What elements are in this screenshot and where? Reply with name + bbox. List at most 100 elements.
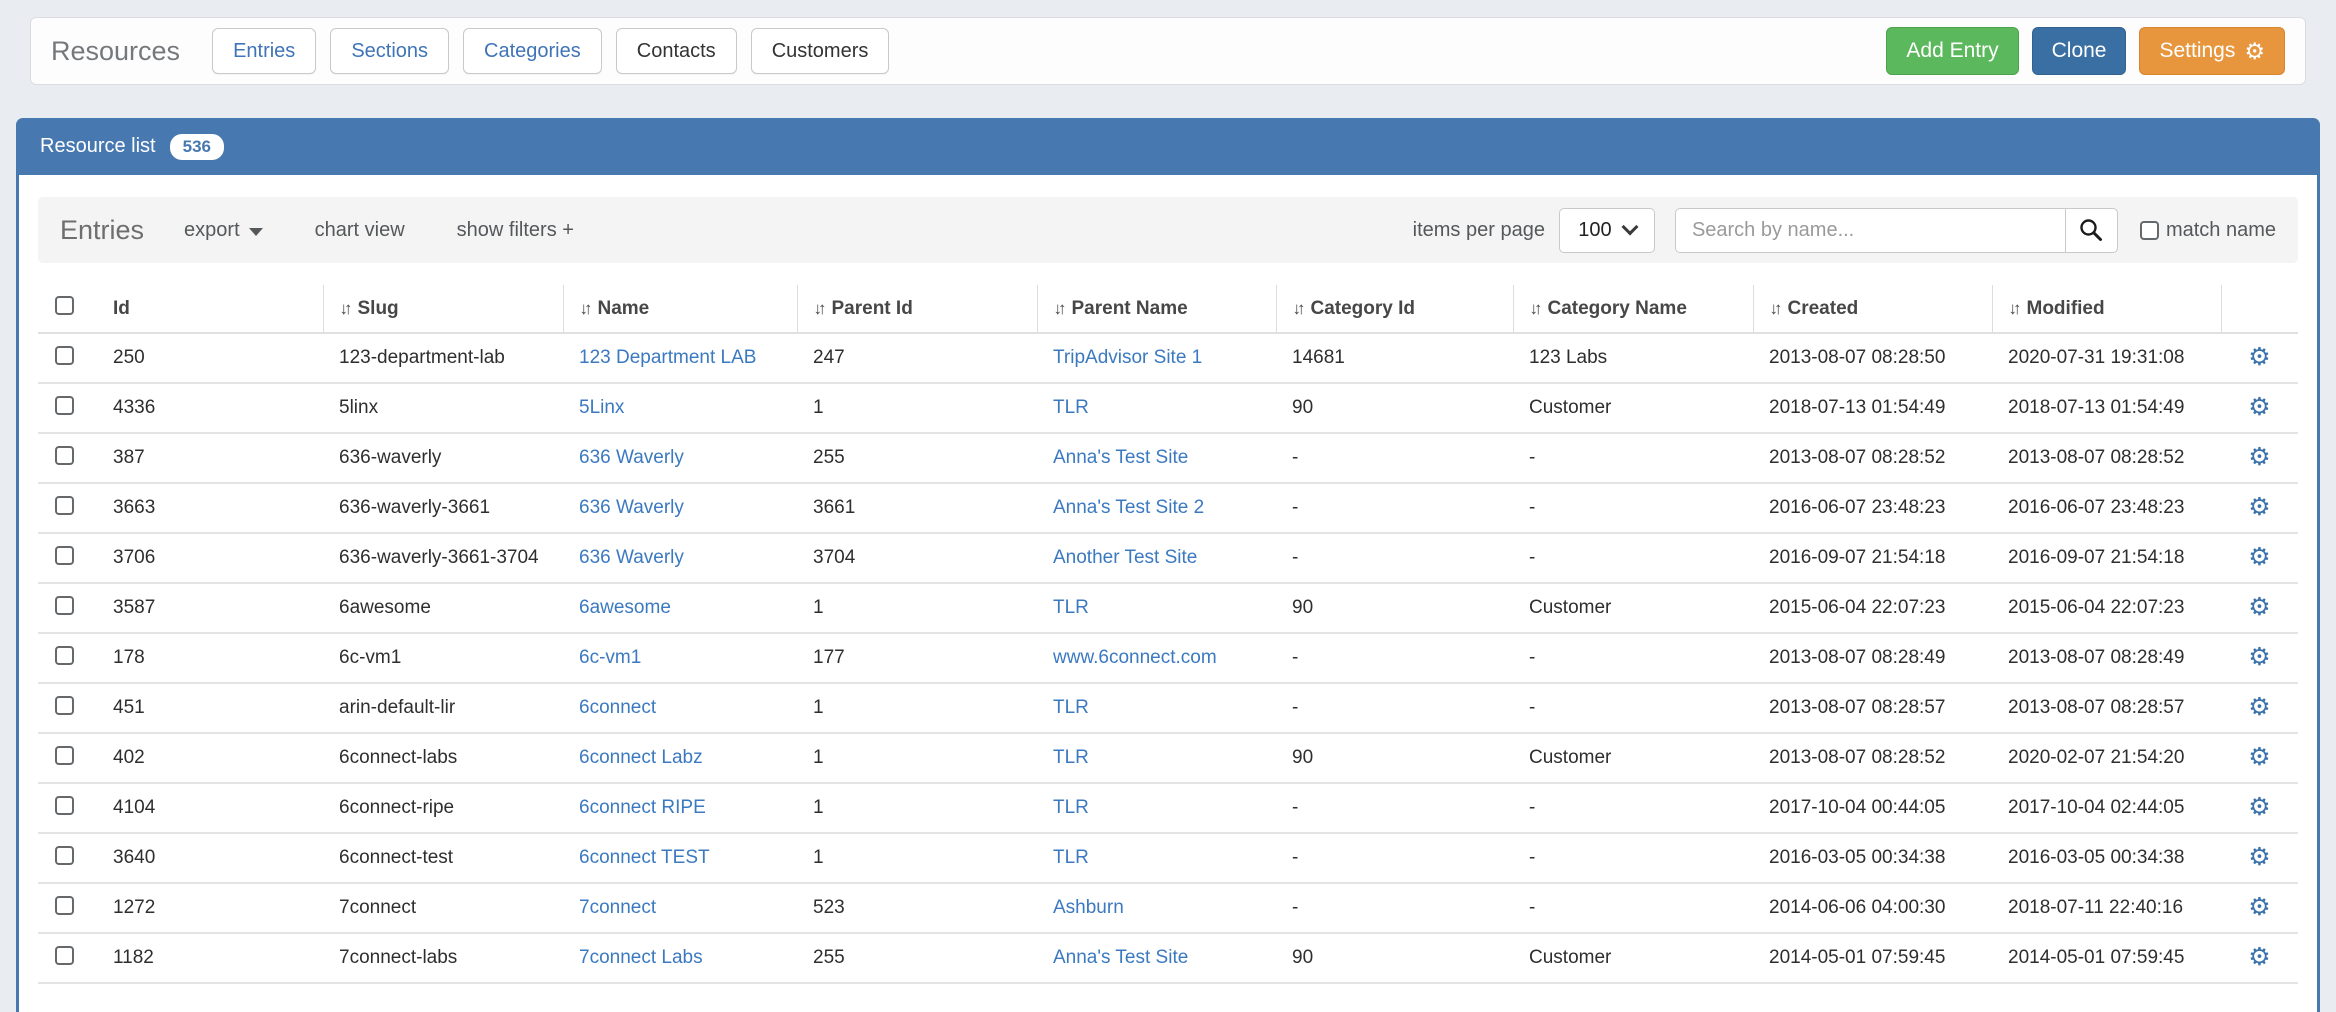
row-gear-icon[interactable]: ⚙ bbox=[2248, 593, 2271, 621]
cell-created: 2013-08-07 08:28:50 bbox=[1753, 333, 1992, 384]
cell-category-name: - bbox=[1513, 883, 1753, 934]
column-header-slug[interactable]: ↓↑ Slug bbox=[322, 285, 563, 334]
search-icon bbox=[2080, 219, 2103, 241]
resource-list-panel: Resource list 536 Entries export chart v… bbox=[16, 118, 2320, 1012]
row-gear-icon[interactable]: ⚙ bbox=[2248, 343, 2271, 371]
items-per-page-select[interactable]: 100 bbox=[1558, 207, 1655, 253]
search-button[interactable] bbox=[2064, 207, 2118, 253]
parent-name-link[interactable]: TLR bbox=[1053, 747, 1089, 768]
row-checkbox[interactable] bbox=[55, 645, 74, 665]
row-checkbox[interactable] bbox=[55, 945, 74, 965]
column-header-parent-id[interactable]: ↓↑ Parent Id bbox=[796, 285, 1037, 334]
row-gear-icon[interactable]: ⚙ bbox=[2248, 743, 2271, 771]
gear-icon: ⚙ bbox=[2244, 37, 2265, 64]
row-gear-icon[interactable]: ⚙ bbox=[2248, 843, 2271, 871]
tab-sections[interactable]: Sections bbox=[330, 28, 450, 74]
cell-modified: 2020-07-31 19:31:08 bbox=[1992, 333, 2221, 384]
column-header-parent-name[interactable]: ↓↑ Parent Name bbox=[1036, 285, 1276, 334]
tab-entries[interactable]: Entries bbox=[212, 28, 317, 74]
tab-customers[interactable]: Customers bbox=[750, 28, 890, 74]
row-gear-icon[interactable]: ⚙ bbox=[2248, 793, 2271, 821]
export-menu[interactable]: export bbox=[184, 219, 263, 242]
name-link[interactable]: 6c-vm1 bbox=[579, 647, 642, 668]
cell-category-name: - bbox=[1513, 833, 1753, 884]
settings-button[interactable]: Settings ⚙ bbox=[2139, 27, 2285, 75]
show-filters-link[interactable]: show filters + bbox=[456, 218, 574, 241]
select-all-checkbox[interactable] bbox=[55, 296, 74, 315]
parent-name-link[interactable]: TLR bbox=[1053, 597, 1089, 618]
parent-name-link[interactable]: Anna's Test Site bbox=[1053, 447, 1189, 468]
name-link[interactable]: 6connect TEST bbox=[579, 847, 710, 868]
chart-view-link[interactable]: chart view bbox=[314, 218, 405, 241]
sort-icon: ↓↑ bbox=[2008, 298, 2022, 318]
row-checkbox[interactable] bbox=[55, 595, 74, 615]
row-gear-icon[interactable]: ⚙ bbox=[2248, 393, 2271, 421]
row-gear-icon[interactable]: ⚙ bbox=[2248, 943, 2271, 971]
parent-name-link[interactable]: TLR bbox=[1053, 847, 1089, 868]
name-link[interactable]: 7connect bbox=[579, 897, 657, 918]
parent-name-link[interactable]: Anna's Test Site bbox=[1053, 947, 1189, 968]
match-name-checkbox[interactable] bbox=[2139, 220, 2159, 240]
cell-created: 2017-10-04 00:44:05 bbox=[1753, 783, 1992, 834]
clone-button[interactable]: Clone bbox=[2031, 27, 2127, 75]
cell-parent-id: 1 bbox=[797, 383, 1037, 434]
row-gear-icon[interactable]: ⚙ bbox=[2248, 543, 2271, 571]
cell-id: 250 bbox=[97, 333, 323, 384]
column-header-category-name[interactable]: ↓↑ Category Name bbox=[1512, 285, 1753, 334]
cell-created: 2014-06-06 04:00:30 bbox=[1753, 883, 1992, 934]
cell-created: 2014-05-01 07:59:45 bbox=[1753, 933, 1992, 984]
name-link[interactable]: 7connect Labs bbox=[579, 947, 703, 968]
name-link[interactable]: 6connect bbox=[579, 697, 657, 718]
parent-name-link[interactable]: Another Test Site bbox=[1053, 547, 1198, 568]
parent-name-link[interactable]: Anna's Test Site 2 bbox=[1053, 497, 1205, 518]
row-checkbox[interactable] bbox=[55, 695, 74, 715]
row-checkbox[interactable] bbox=[55, 345, 74, 365]
parent-name-link[interactable]: TripAdvisor Site 1 bbox=[1053, 347, 1203, 368]
add-entry-button[interactable]: Add Entry bbox=[1886, 27, 2019, 75]
cell-category-name: - bbox=[1513, 633, 1753, 684]
row-checkbox[interactable] bbox=[55, 845, 74, 865]
sort-icon: ↓↑ bbox=[1053, 298, 1067, 318]
cell-id: 3640 bbox=[97, 833, 323, 884]
column-header-modified[interactable]: ↓↑ Modified bbox=[1991, 285, 2221, 334]
name-link[interactable]: 123 Department LAB bbox=[579, 347, 757, 368]
cell-category-id: 14681 bbox=[1276, 333, 1513, 384]
row-gear-icon[interactable]: ⚙ bbox=[2248, 893, 2271, 921]
tab-categories[interactable]: Categories bbox=[463, 28, 602, 74]
cell-modified: 2017-10-04 02:44:05 bbox=[1992, 783, 2221, 834]
cell-modified: 2020-02-07 21:54:20 bbox=[1992, 733, 2221, 784]
column-header-created[interactable]: ↓↑ Created bbox=[1752, 285, 1992, 334]
row-checkbox[interactable] bbox=[55, 445, 74, 465]
row-gear-icon[interactable]: ⚙ bbox=[2248, 643, 2271, 671]
parent-name-link[interactable]: Ashburn bbox=[1053, 897, 1124, 918]
parent-name-link[interactable]: TLR bbox=[1053, 697, 1089, 718]
parent-name-link[interactable]: TLR bbox=[1053, 397, 1089, 418]
tab-contacts[interactable]: Contacts bbox=[615, 28, 737, 74]
name-link[interactable]: 5Linx bbox=[579, 397, 625, 418]
row-checkbox[interactable] bbox=[55, 545, 74, 565]
name-link[interactable]: 636 Waverly bbox=[579, 447, 684, 468]
parent-name-link[interactable]: TLR bbox=[1053, 797, 1089, 818]
row-gear-icon[interactable]: ⚙ bbox=[2248, 693, 2271, 721]
row-gear-icon[interactable]: ⚙ bbox=[2248, 493, 2271, 521]
name-link[interactable]: 6connect RIPE bbox=[579, 797, 706, 818]
column-header-name[interactable]: ↓↑ Name bbox=[562, 285, 797, 334]
caret-down-icon bbox=[248, 227, 263, 236]
row-checkbox[interactable] bbox=[55, 495, 74, 515]
sort-icon: ↓↑ bbox=[339, 298, 353, 318]
row-gear-icon[interactable]: ⚙ bbox=[2248, 443, 2271, 471]
search-input[interactable] bbox=[1674, 207, 2065, 253]
row-checkbox[interactable] bbox=[55, 745, 74, 765]
name-link[interactable]: 6awesome bbox=[579, 597, 671, 618]
row-checkbox[interactable] bbox=[55, 395, 74, 415]
name-link[interactable]: 636 Waverly bbox=[579, 497, 684, 518]
column-header-category-id[interactable]: ↓↑ Category Id bbox=[1275, 285, 1513, 334]
action-buttons: Add Entry Clone Settings ⚙ bbox=[1886, 27, 2285, 75]
chevron-down-icon bbox=[1621, 218, 1639, 235]
name-link[interactable]: 6connect Labz bbox=[579, 747, 703, 768]
parent-name-link[interactable]: www.6connect.com bbox=[1053, 647, 1217, 668]
name-link[interactable]: 636 Waverly bbox=[579, 547, 684, 568]
cell-id: 387 bbox=[97, 433, 323, 484]
row-checkbox[interactable] bbox=[55, 895, 74, 915]
row-checkbox[interactable] bbox=[55, 795, 74, 815]
